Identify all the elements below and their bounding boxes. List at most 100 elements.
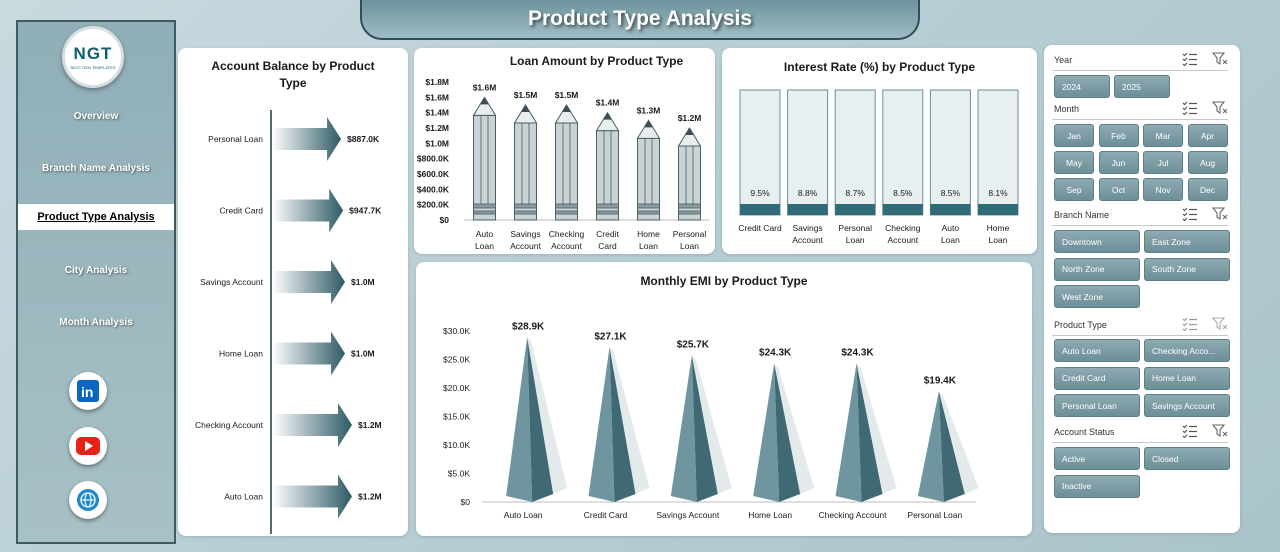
- balance-value-label: $1.2M: [358, 420, 382, 430]
- loan-category-label: Card: [598, 241, 617, 251]
- emi-value-label: $28.9K: [512, 321, 545, 332]
- loan-category-label: Savings: [510, 229, 540, 239]
- account-balance-panel: Account Balance by Product Type Personal…: [178, 48, 408, 536]
- slicer-label-product: Product Type: [1054, 320, 1107, 330]
- emi-pyramid-left-auto-loan: [506, 337, 533, 502]
- slicer-month-jun[interactable]: Jun: [1098, 151, 1139, 174]
- loan-pencil-tip: [595, 111, 620, 132]
- slicer-month-dec[interactable]: Dec: [1187, 178, 1228, 201]
- slicer-product-checking-acco[interactable]: Checking Acco...: [1144, 339, 1230, 362]
- nav-city-analysis[interactable]: City Analysis: [64, 264, 128, 276]
- emi-value-label: $25.7K: [677, 340, 710, 351]
- emi-pyramid-shadow: [527, 337, 568, 494]
- slicer-label-month: Month: [1054, 104, 1080, 114]
- interest-column-credit-card: [739, 89, 781, 216]
- loan-pencil-band: [637, 210, 660, 215]
- slicer-product-personal-loan[interactable]: Personal Loan: [1054, 394, 1140, 417]
- interest-value-label: 8.5%: [941, 188, 961, 198]
- emi-pyramid-left-personal-loan: [917, 391, 944, 502]
- multi-select-icon[interactable]: [1182, 424, 1198, 443]
- linkedin-icon[interactable]: in: [69, 372, 107, 410]
- nav-product-type-analysis[interactable]: Product Type Analysis: [18, 204, 174, 230]
- emi-pyramid-left-home-loan: [753, 363, 780, 502]
- slicer-month-oct[interactable]: Oct: [1098, 178, 1139, 201]
- loan-pencil-band: [555, 210, 578, 215]
- slicer-divider: [1052, 335, 1228, 336]
- balance-category-label: Savings Account: [200, 277, 263, 287]
- slicer-month-jul[interactable]: Jul: [1143, 151, 1183, 174]
- slicer-month-feb[interactable]: Feb: [1098, 124, 1139, 147]
- slicer-product-auto-loan[interactable]: Auto Loan: [1054, 339, 1140, 362]
- interest-category-label: Credit Card: [738, 223, 782, 233]
- globe-icon[interactable]: [69, 481, 107, 519]
- multi-select-icon[interactable]: [1182, 317, 1198, 336]
- loan-amount-title: Loan Amount by Product Type: [509, 54, 684, 68]
- slicer-month-aug[interactable]: Aug: [1187, 151, 1228, 174]
- loan-pencil-tip: [554, 104, 579, 124]
- emi-pyramid-shadow: [938, 391, 979, 494]
- interest-category-label: Savings: [792, 223, 822, 233]
- slicer-product-savings-account[interactable]: Savings Account: [1144, 394, 1230, 417]
- slicer-branch-west-zone[interactable]: West Zone: [1054, 285, 1140, 308]
- loan-pencil-band: [596, 210, 619, 215]
- nav-month-analysis[interactable]: Month Analysis: [59, 316, 133, 328]
- nav-branch-name-analysis[interactable]: Branch Name Analysis: [41, 162, 150, 174]
- slicer-branch-north-zone[interactable]: North Zone: [1054, 257, 1140, 281]
- slicer-branch-east-zone[interactable]: East Zone: [1144, 230, 1230, 253]
- loan-y-tick: $1.4M: [425, 108, 449, 118]
- clear-filter-icon[interactable]: [1211, 101, 1228, 120]
- nav-overview[interactable]: Overview: [73, 110, 119, 122]
- clear-filter-icon[interactable]: [1211, 424, 1228, 443]
- emi-pyramid-right-checking-account: [856, 363, 883, 502]
- interest-category-label: Loan: [846, 235, 865, 245]
- loan-amount-panel: Loan Amount by Product Type $0 $200.0K $40…: [414, 48, 715, 254]
- slicer-status-inactive[interactable]: Inactive: [1054, 474, 1140, 498]
- multi-select-icon[interactable]: [1182, 207, 1198, 226]
- interest-value-label: 8.8%: [798, 188, 818, 198]
- interest-value-label: 8.1%: [988, 188, 1008, 198]
- balance-category-label: Home Loan: [219, 349, 263, 359]
- slicer-month-mar[interactable]: Mar: [1143, 124, 1183, 147]
- multi-select-icon[interactable]: [1182, 101, 1198, 120]
- emi-category-label: Savings Account: [656, 510, 719, 520]
- loan-value-label: $1.4M: [596, 98, 620, 108]
- emi-value-label: $27.1K: [594, 332, 627, 343]
- monthly-emi-title: Monthly EMI by Product Type: [640, 274, 808, 288]
- youtube-icon[interactable]: [69, 427, 107, 465]
- interest-category-label: Checking: [885, 223, 921, 233]
- clear-filter-icon[interactable]: [1211, 317, 1228, 336]
- loan-pencil-lead: [521, 105, 530, 112]
- interest-category-label: Account: [792, 235, 823, 245]
- loan-y-tick: $0: [440, 215, 450, 225]
- emi-pyramid-shadow: [691, 355, 732, 494]
- slicer-month-apr[interactable]: Apr: [1187, 124, 1228, 147]
- svg-text:in: in: [81, 384, 93, 400]
- clear-filter-icon[interactable]: [1211, 52, 1228, 71]
- slicer-month-may[interactable]: May: [1054, 151, 1094, 174]
- page-title: Product Type Analysis: [527, 7, 753, 30]
- emi-pyramid-right-home-loan: [774, 363, 801, 502]
- emi-y-tick: $15.0K: [443, 412, 470, 422]
- slicer-year-2024[interactable]: 2024: [1054, 75, 1110, 98]
- emi-category-label: Credit Card: [584, 510, 628, 520]
- slicer-year-2025[interactable]: 2025: [1114, 75, 1170, 98]
- clear-filter-icon[interactable]: [1211, 207, 1228, 226]
- slicer-branch-downtown[interactable]: Downtown: [1054, 230, 1140, 253]
- balance-arrow-personal-loan: [272, 117, 342, 161]
- logo-subtext: NEXT GEN TEMPLATES: [70, 65, 116, 70]
- slicer-month-sep[interactable]: Sep: [1054, 178, 1094, 201]
- loan-category-label: Account: [551, 241, 582, 251]
- slicer-month-jan[interactable]: Jan: [1054, 124, 1094, 147]
- slicer-status-closed[interactable]: Closed: [1144, 447, 1230, 470]
- slicer-status-active[interactable]: Active: [1054, 447, 1140, 470]
- emi-value-label: $24.3K: [841, 347, 874, 358]
- interest-category-label: Account: [887, 235, 918, 245]
- slicer-tools-product: [1182, 317, 1228, 336]
- slicer-product-credit-card[interactable]: Credit Card: [1054, 366, 1140, 390]
- loan-pencil-band: [555, 203, 578, 209]
- slicer-branch-south-zone[interactable]: South Zone: [1144, 257, 1230, 281]
- balance-arrow-checking-account: [272, 403, 352, 447]
- multi-select-icon[interactable]: [1182, 52, 1198, 71]
- slicer-product-home-loan[interactable]: Home Loan: [1144, 366, 1230, 390]
- slicer-month-nov[interactable]: Nov: [1143, 178, 1183, 201]
